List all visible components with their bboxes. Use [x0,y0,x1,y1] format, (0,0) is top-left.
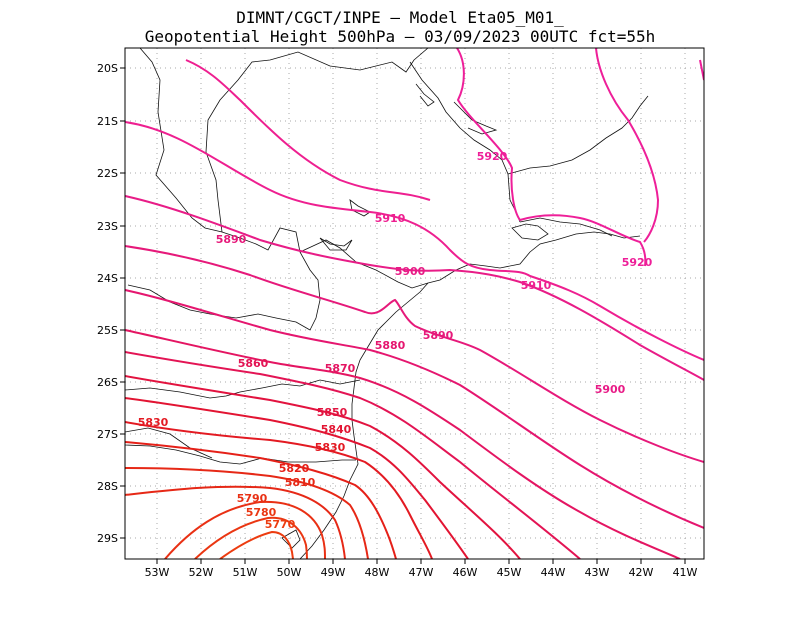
contour-label-5820: 5820 [279,462,310,475]
contour-label-5900: 5900 [595,383,626,396]
tick-marks [120,67,686,564]
bay-outline [415,83,435,107]
lon-tick-labels: 53W 52W 51W 50W 49W 48W 47W 46W 45W 44W … [145,566,698,579]
river-border [125,427,213,459]
contour-label-5860: 5860 [238,357,269,370]
contour-label-5830: 5830 [138,416,169,429]
lon-tick-label: 53W [145,566,170,579]
state-border [409,61,521,223]
contour-5900 [125,195,704,381]
contour-label-5850: 5850 [317,406,348,419]
lon-tick-label: 46W [453,566,478,579]
gridlines [125,48,704,559]
contour-5920 [595,48,660,243]
lat-tick-label: 21S [97,115,118,128]
lon-tick-label: 41W [673,566,698,579]
lat-tick-label: 29S [97,532,118,545]
contour-label-5770: 5770 [265,518,296,531]
lat-tick-label: 27S [97,428,118,441]
contour-label-5810: 5810 [285,476,316,489]
state-border [127,284,311,331]
contour-lines [125,48,704,559]
lon-tick-label: 47W [409,566,434,579]
contour-label-5790: 5790 [237,492,268,505]
contour-label-5890: 5890 [423,329,454,342]
state-border [205,48,429,233]
contour-5770 [219,530,294,559]
contour-5780 [194,516,308,559]
island-outline [319,237,353,251]
state-border [299,239,429,289]
contour-5860 [125,351,581,559]
contour-label-5830: 5830 [315,441,346,454]
contour-5810 [125,467,369,559]
lat-tick-label: 24S [97,272,118,285]
lon-tick-label: 52W [189,566,214,579]
state-border [139,48,321,331]
coastline [427,231,641,284]
lon-tick-label: 43W [585,566,610,579]
state-border [507,95,649,175]
lon-tick-label: 48W [365,566,390,579]
state-border [125,444,356,465]
contour-5870 [125,329,681,559]
lat-tick-label: 25S [97,324,118,337]
contour-label-5780: 5780 [246,506,277,519]
contour-label-5870: 5870 [325,362,356,375]
contour-label-5880: 5880 [375,339,406,352]
lat-tick-labels: 20S 21S 22S 23S 24S 25S 26S 27S 28S 29S [97,62,118,545]
state-border [519,217,613,237]
contour-5880 [125,289,704,529]
contour-5830 [125,421,433,559]
contour-label-5890: 5890 [216,233,247,246]
plot-frame [124,47,705,560]
chart-title-line2: Geopotential Height 500hPa – 03/09/2023 … [144,27,656,46]
contour-label-5920: 5920 [477,150,508,163]
lon-tick-label: 49W [321,566,346,579]
contour-5920 [456,48,647,267]
contour-label-5910: 5910 [375,212,406,225]
lat-tick-label: 26S [97,376,118,389]
contour-labels: 5920 5920 5910 5910 5900 5900 5890 5890 … [138,150,653,531]
contour-5910 [125,121,704,361]
contour-5850 [125,375,521,559]
contour-5820 [125,441,397,559]
contour-label-5840: 5840 [321,423,352,436]
contour-5800 [125,485,346,559]
chart-title-line1: DIMNT/CGCT/INPE – Model Eta05_M01_ [236,8,564,27]
contour-5910 [185,59,431,201]
lon-tick-label: 42W [629,566,654,579]
contour-5920 [699,59,704,81]
state-border [125,379,361,399]
lon-tick-label: 50W [277,566,302,579]
contour-label-5910: 5910 [521,279,552,292]
lon-tick-label: 44W [541,566,566,579]
lat-tick-label: 22S [97,167,118,180]
bay-outline [453,101,498,135]
lon-tick-label: 45W [497,566,522,579]
contour-5890 [125,245,704,463]
lat-tick-label: 28S [97,480,118,493]
island-outline [349,199,371,217]
contour-label-5920: 5920 [622,256,653,269]
contour-label-5900: 5900 [395,265,426,278]
coastline [299,282,429,559]
lon-tick-label: 51W [233,566,258,579]
lat-tick-label: 20S [97,62,118,75]
lat-tick-label: 23S [97,220,118,233]
contour-5840 [125,397,469,559]
contour-5790 [164,500,326,559]
bay-outline [511,223,549,241]
